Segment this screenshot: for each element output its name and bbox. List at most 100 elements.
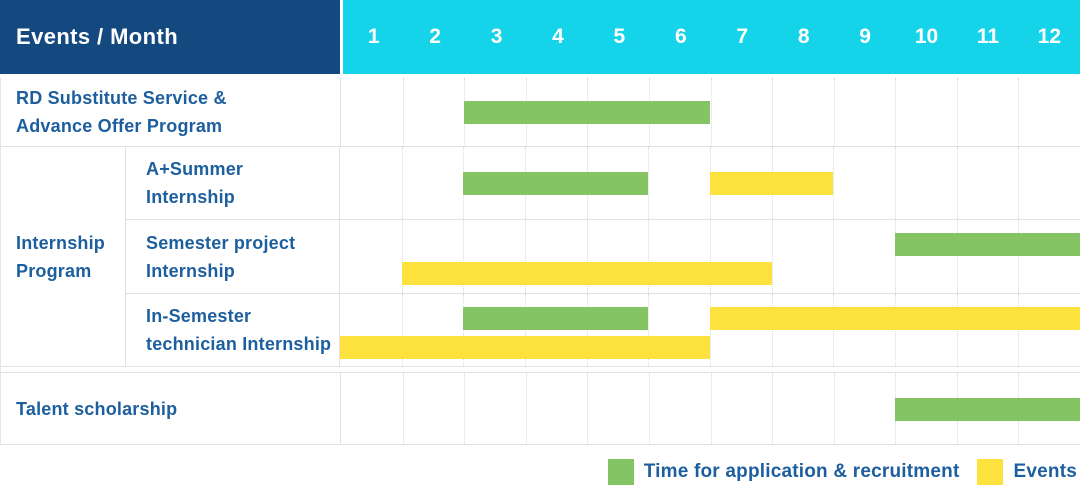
- row-label: Talent scholarship: [1, 373, 341, 444]
- month-label: 4: [552, 25, 564, 48]
- month-gridline: [402, 78, 404, 146]
- row-label: Semester project Internship: [126, 220, 340, 293]
- month-label: 6: [674, 25, 687, 48]
- legend-item-events: Events: [977, 459, 1077, 485]
- month-gridline: [1018, 220, 1020, 293]
- row-label-line: RD Substitute Service &: [16, 88, 227, 108]
- row-label-line: Semester project: [146, 232, 296, 253]
- group-label-line: Internship: [16, 232, 106, 253]
- gantt-row-a-summer-internship: A+Summer Internship: [126, 147, 1080, 220]
- month-gridline: [895, 220, 896, 293]
- legend-label: Time for application & recruitment: [643, 461, 960, 482]
- legend-label: Events: [1013, 461, 1077, 482]
- month-gridline: [710, 78, 712, 146]
- month-gridline: [525, 220, 526, 293]
- month-gridline: [833, 78, 835, 146]
- month-gridline: [772, 373, 774, 444]
- gantt-bar-application: [895, 233, 1080, 257]
- row-label: RD Substitute Service & Advance Offer Pr…: [1, 78, 341, 146]
- legend-swatch-application: [607, 459, 634, 485]
- row-label: A+Summer Internship: [126, 147, 340, 219]
- gantt-bar-application: [463, 306, 649, 330]
- month-gridline: [648, 220, 650, 293]
- gantt-row-rd-substitute: RD Substitute Service & Advance Offer Pr…: [1, 78, 1080, 147]
- gantt-bar-application: [464, 101, 711, 124]
- row-label-line: Talent scholarship: [16, 398, 178, 419]
- month-gridline: [401, 294, 403, 366]
- table-header: Events / Month 1 2 3 4 5 6 7 8 9 10 11 12: [0, 0, 1080, 74]
- row-label-line: Advance Offer Program: [16, 116, 223, 136]
- month-gridline: [771, 220, 773, 293]
- gantt-bar-event: [710, 306, 1080, 330]
- month-gridline: [1018, 294, 1020, 366]
- month-gridline: [463, 294, 465, 366]
- month-gridline: [956, 147, 958, 219]
- month-gridline: [771, 294, 773, 366]
- month-gridline: [833, 294, 835, 366]
- month-label: 9: [859, 25, 871, 48]
- gantt-row-bars: [340, 147, 1080, 219]
- month-label: 3: [490, 25, 503, 48]
- month-gridline: [525, 294, 526, 366]
- month-gridline: [464, 373, 466, 444]
- group-subrows: A+Summer Internship Semester project Int…: [126, 147, 1080, 366]
- gantt-row-bars: [341, 78, 1080, 146]
- row-label-line: A+Summer: [146, 159, 244, 179]
- gantt-group-internship-program: Internship Program A+Summer Internship S…: [1, 147, 1080, 367]
- group-label: Internship Program: [1, 147, 126, 366]
- month-gridline: [956, 220, 958, 293]
- month-gridline: [648, 147, 650, 219]
- header-divider: [340, 0, 343, 74]
- group-label-line: Program: [16, 260, 92, 281]
- month-gridline: [772, 78, 774, 146]
- month-gridline: [587, 373, 589, 444]
- gantt-row-talent-scholarship: Talent scholarship: [1, 372, 1080, 445]
- month-label: 1: [367, 25, 380, 48]
- month-label: 8: [797, 25, 810, 48]
- gantt-row-bars: [340, 294, 1080, 366]
- gantt-row-in-semester-technician-internship: In-Semester technician Internship: [126, 294, 1080, 366]
- month-gridline: [1018, 78, 1020, 146]
- month-gridline: [895, 294, 896, 366]
- month-gridline: [956, 78, 958, 146]
- gantt-row-bars: [340, 220, 1080, 293]
- month-label: 2: [429, 25, 441, 48]
- month-gridline: [463, 220, 465, 293]
- legend-item-application: Time for application & recruitment: [607, 459, 960, 485]
- gantt-bar-event: [401, 262, 772, 286]
- month-gridline: [1018, 147, 1020, 219]
- month-gridline: [956, 294, 958, 366]
- month-gridline: [402, 373, 404, 444]
- row-label-line: Internship: [146, 187, 236, 207]
- month-label: 7: [736, 25, 749, 48]
- gantt-bar-application: [895, 397, 1080, 421]
- month-label: 10: [914, 25, 939, 48]
- month-gridline: [586, 220, 588, 293]
- row-label-line: technician Internship: [146, 334, 332, 354]
- gantt-body: RD Substitute Service & Advance Offer Pr…: [0, 78, 1080, 445]
- month-gridline: [895, 147, 896, 219]
- month-gridline: [401, 147, 403, 219]
- row-label-line: In-Semester: [146, 306, 252, 326]
- legend-swatch-event: [977, 459, 1004, 485]
- month-gridline: [648, 294, 650, 366]
- gantt-bar-event: [340, 335, 710, 359]
- gantt-bar-event: [710, 172, 834, 195]
- month-gridline: [710, 294, 711, 366]
- month-gridline: [833, 373, 835, 444]
- month-label: 12: [1037, 25, 1062, 48]
- month-label: 11: [976, 25, 1000, 48]
- month-header: 1 2 3 4 5 6 7 8 9 10 11 12: [343, 0, 1080, 74]
- row-label: In-Semester technician Internship: [126, 294, 340, 366]
- month-label: 5: [613, 25, 626, 48]
- month-gridline: [833, 147, 835, 219]
- month-gridline: [710, 220, 711, 293]
- header-title: Events / Month: [0, 0, 340, 74]
- gantt-bar-application: [463, 172, 649, 195]
- month-gridline: [586, 294, 588, 366]
- month-gridline: [648, 373, 650, 444]
- month-gridline: [525, 373, 527, 444]
- gantt-row-bars: [341, 373, 1080, 444]
- month-gridline: [833, 220, 835, 293]
